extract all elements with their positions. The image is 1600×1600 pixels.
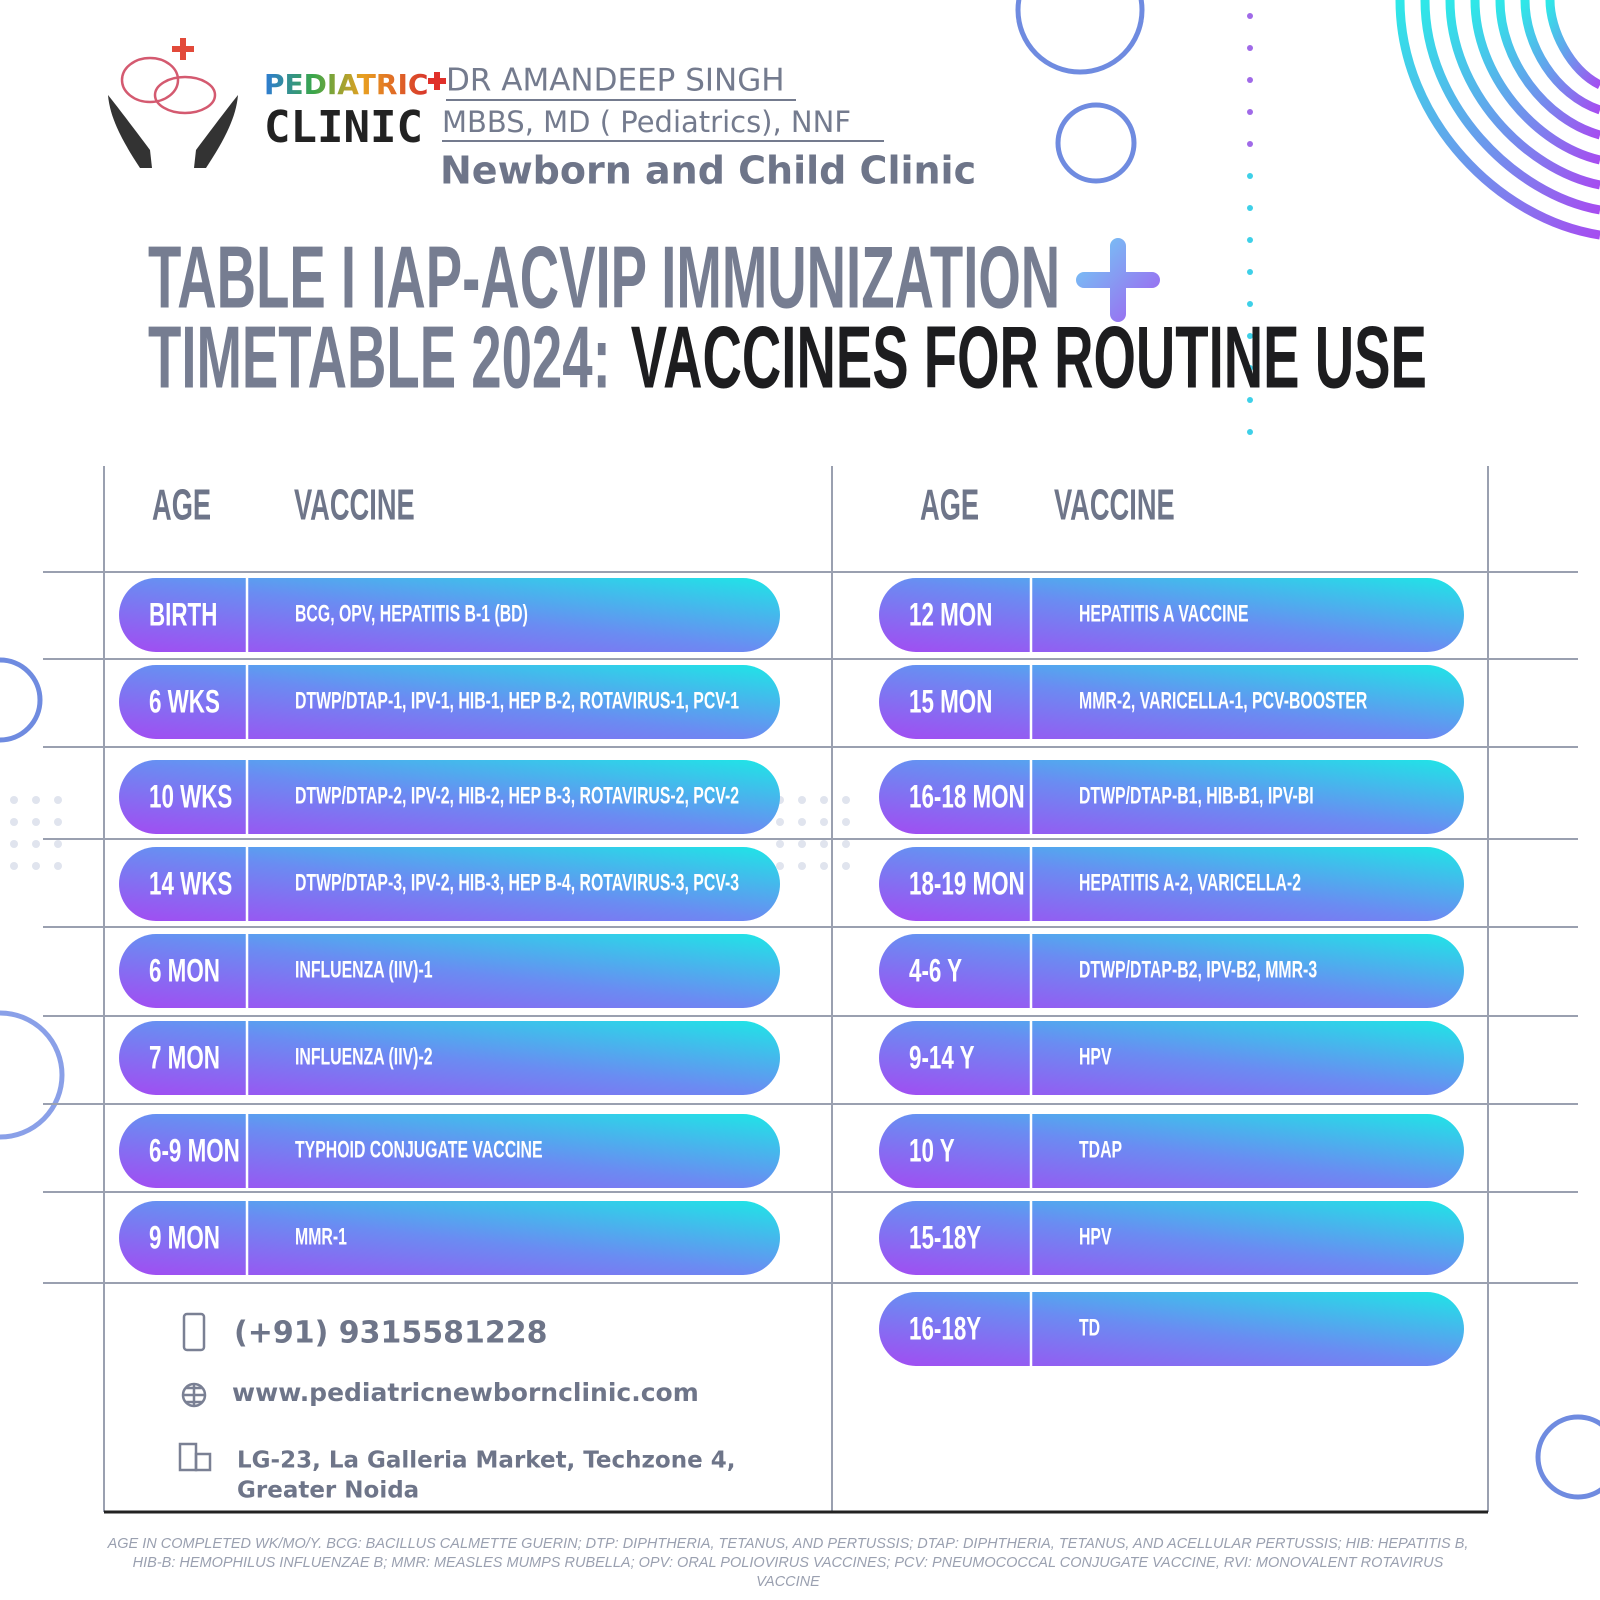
- red-cross: [428, 72, 446, 90]
- column-header: AGE: [152, 480, 211, 529]
- logo-icon: [108, 38, 238, 168]
- logo-line2: CLINIC: [264, 102, 423, 153]
- age-cell: 14 WKS: [149, 865, 232, 901]
- row-pill: [879, 665, 1464, 739]
- column-header: VACCINE: [294, 480, 415, 529]
- age-cell: 15-18Y: [909, 1219, 981, 1255]
- vaccine-cell: HEPATITIS A-2, VARICELLA-2: [1079, 870, 1301, 896]
- address-line: Greater Noida: [237, 1478, 419, 1504]
- plus-icon: [1076, 238, 1160, 322]
- age-cell: 16-18 MON: [909, 778, 1025, 814]
- age-cell: 10 WKS: [149, 778, 232, 814]
- vaccine-cell: TDAP: [1079, 1137, 1122, 1163]
- age-cell: BIRTH: [149, 596, 217, 632]
- vaccine-cell: HPV: [1079, 1224, 1112, 1250]
- row-pill: [879, 847, 1464, 921]
- row-pill: [879, 578, 1464, 652]
- age-cell: 15 MON: [909, 683, 992, 719]
- vaccine-cell: INFLUENZA (IIV)-2: [295, 1044, 433, 1070]
- row-pill: [879, 1114, 1464, 1188]
- table-frame: [43, 466, 1578, 1514]
- content: TABLE I IAP-ACVIP IMMUNIZATIONTIMETABLE …: [107, 228, 1469, 1590]
- vaccine-cell: DTWP/DTAP-2, IPV-2, HIB-2, HEP B-3, ROTA…: [295, 783, 739, 809]
- footnote-line: VACCINE: [756, 1574, 820, 1590]
- vaccine-cell: DTWP/DTAP-3, IPV-2, HIB-3, HEP B-4, ROTA…: [295, 870, 739, 896]
- age-cell: 10 Y: [909, 1132, 955, 1168]
- phone: (+91) 9315581228: [234, 1316, 548, 1351]
- age-cell: 18-19 MON: [909, 865, 1025, 901]
- vaccine-cell: HPV: [1079, 1044, 1112, 1070]
- website: www.pediatricnewbornclinic.com: [232, 1378, 699, 1407]
- column-header: VACCINE: [1054, 480, 1175, 529]
- vaccine-cell: MMR-1: [295, 1224, 347, 1250]
- row-pill: [119, 847, 780, 921]
- row-pill: [119, 1201, 780, 1275]
- age-cell: 6 WKS: [149, 683, 220, 719]
- age-cell: 9 MON: [149, 1219, 220, 1255]
- row-pill: [879, 1292, 1464, 1366]
- row-pill: [119, 760, 780, 834]
- row-pill: [879, 1201, 1464, 1275]
- contact-icons: [178, 1312, 212, 1472]
- decoration: [0, 0, 1600, 1500]
- footnote-line: AGE IN COMPLETED WK/MO/Y. BCG: BACILLUS …: [107, 1536, 1469, 1552]
- age-cell: 9-14 Y: [909, 1039, 975, 1075]
- doctor-name: DR AMANDEEP SINGH: [446, 63, 785, 99]
- age-cell: 12 MON: [909, 596, 992, 632]
- vaccine-cell: INFLUENZA (IIV)-1: [295, 957, 433, 983]
- footnote-line: HIB-B: HEMOPHILUS INFLUENZAE B; MMR: MEA…: [133, 1555, 1444, 1571]
- row-pill: [119, 1021, 780, 1095]
- logo-line1: PEDIATRIC: [264, 68, 428, 101]
- degrees: MBBS, MD ( Pediatrics), NNF: [442, 105, 851, 139]
- age-cell: 6 MON: [149, 952, 220, 988]
- title-line: TIMETABLE 2024:: [148, 308, 611, 407]
- address-line: LG-23, La Galleria Market, Techzone 4,: [237, 1448, 735, 1474]
- clinic-name: Newborn and Child Clinic: [440, 149, 976, 193]
- vaccine-cell: TYPHOID CONJUGATE VACCINE: [295, 1137, 543, 1163]
- age-cell: 7 MON: [149, 1039, 220, 1075]
- age-cell: 6-9 MON: [149, 1132, 240, 1168]
- vaccine-cell: MMR-2, VARICELLA-1, PCV-BOOSTER: [1079, 688, 1368, 714]
- vaccine-cell: DTWP/DTAP-B1, HIB-B1, IPV-BI: [1079, 783, 1314, 809]
- vaccine-cell: DTWP/DTAP-1, IPV-1, HIB-1, HEP B-2, ROTA…: [295, 688, 739, 714]
- row-pill: [879, 934, 1464, 1008]
- title-line: TABLE I IAP-ACVIP IMMUNIZATION: [148, 228, 1060, 327]
- age-cell: 4-6 Y: [909, 952, 962, 988]
- vaccine-cell: DTWP/DTAP-B2, IPV-B2, MMR-3: [1079, 957, 1317, 983]
- vaccine-cell: HEPATITIS A VACCINE: [1079, 601, 1249, 627]
- row-pill: [119, 665, 780, 739]
- vaccine-cell: BCG, OPV, HEPATITIS B-1 (BD): [295, 601, 528, 627]
- column-header: AGE: [920, 480, 979, 529]
- row-pill: [879, 760, 1464, 834]
- row-pill: [119, 578, 780, 652]
- row-pill: [879, 1021, 1464, 1095]
- row-pill: [119, 934, 780, 1008]
- vaccine-cell: TD: [1079, 1315, 1100, 1341]
- title-line: VACCINES FOR ROUTINE USE: [631, 308, 1427, 407]
- age-cell: 16-18Y: [909, 1310, 981, 1346]
- row-pill: [119, 1114, 780, 1188]
